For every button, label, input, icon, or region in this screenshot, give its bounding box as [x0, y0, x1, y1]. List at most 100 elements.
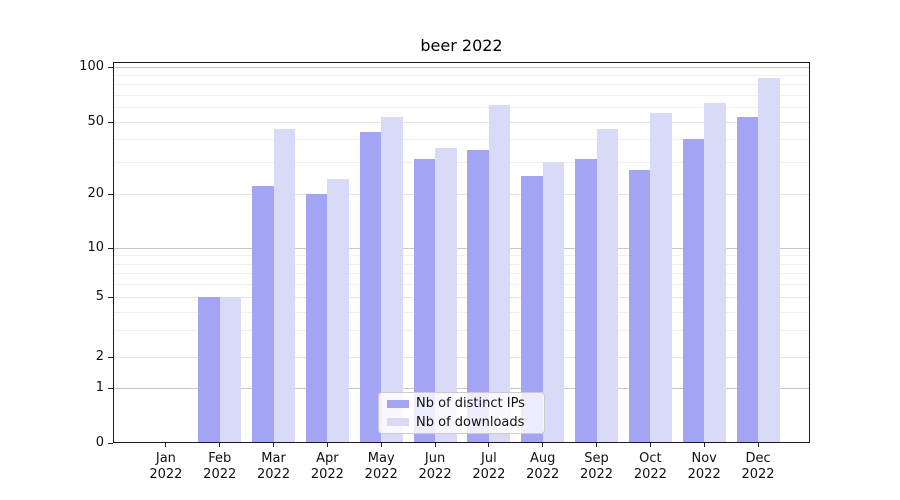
bar-distinct-ips-feb [198, 297, 220, 443]
y-tick-mark-5 [108, 297, 113, 298]
x-tick-mark-jan [165, 443, 167, 447]
x-tick-year-feb: 2022 [203, 466, 237, 482]
bar-downloads-may [381, 117, 403, 443]
x-tick-mark-dec [757, 443, 759, 447]
legend-label-downloads: Nb of downloads [416, 414, 525, 430]
minor-gridline-9 [113, 255, 810, 257]
bar-downloads-jun [435, 147, 457, 443]
x-tick-year-dec: 2022 [741, 466, 775, 482]
x-tick-mark-aug [542, 443, 544, 447]
y-tick-label-10: 10 [87, 240, 104, 255]
y-tick-mark-20 [108, 193, 113, 195]
x-tick-year-mar: 2022 [257, 466, 291, 482]
minor-gridline-30 [113, 161, 810, 163]
major-gridline-2 [113, 357, 810, 358]
minor-gridline-80 [113, 84, 810, 86]
y-tick-label-2: 2 [95, 349, 104, 364]
minor-gridline-60 [113, 107, 810, 109]
y-tick-label-5: 5 [95, 289, 104, 304]
plot-area [113, 62, 810, 443]
y-tick-mark-10 [108, 248, 113, 249]
y-tick-label-50: 50 [87, 114, 104, 129]
minor-gridline-70 [113, 95, 810, 97]
chart-title: beer 2022 [420, 36, 503, 55]
y-tick-mark-100 [108, 66, 113, 68]
x-tick-year-jul: 2022 [472, 466, 506, 482]
y-tick-mark-2 [108, 357, 113, 358]
minor-gridline-40 [113, 139, 810, 141]
bar-downloads-mar [273, 128, 296, 443]
x-tick-label-jun: Jun 2022 [405, 451, 465, 482]
x-tick-label-sep: Sep 2022 [567, 451, 627, 482]
legend-label-distinct-ips: Nb of distinct IPs [416, 396, 525, 412]
x-tick-label-oct: Oct 2022 [620, 451, 680, 482]
x-tick-label-mar: Mar 2022 [244, 451, 304, 482]
bar-distinct-ips-apr [305, 193, 328, 443]
x-tick-label-feb: Feb 2022 [190, 451, 250, 482]
x-tick-mark-nov [703, 443, 705, 447]
bar-distinct-ips-oct [628, 170, 651, 443]
minor-gridline-3 [113, 330, 810, 332]
bar-distinct-ips-jul [467, 149, 489, 443]
minor-gridline-4 [113, 311, 810, 313]
x-tick-label-may: May 2022 [351, 451, 411, 482]
x-tick-mark-apr [326, 443, 328, 447]
x-tick-year-jun: 2022 [418, 466, 452, 482]
y-tick-label-100: 100 [79, 58, 104, 74]
bar-downloads-aug [542, 161, 565, 443]
bar-distinct-ips-dec [736, 117, 759, 443]
minor-gridline-6 [113, 284, 810, 286]
bar-distinct-ips-aug [521, 176, 543, 443]
x-tick-mark-sep [596, 443, 598, 447]
major-gridline-20 [113, 193, 810, 195]
y-tick-label-1: 1 [95, 380, 104, 395]
major-gridline-1 [113, 388, 810, 389]
plot-border [113, 62, 810, 443]
x-tick-label-nov: Nov 2022 [674, 451, 734, 482]
x-tick-label-aug: Aug 2022 [513, 451, 573, 482]
bar-distinct-ips-jun [413, 159, 436, 443]
x-tick-year-jan: 2022 [149, 466, 183, 482]
x-tick-mark-oct [649, 443, 651, 447]
x-tick-year-aug: 2022 [526, 466, 560, 482]
x-tick-label-jul: Jul 2022 [459, 451, 519, 482]
x-tick-mark-mar [273, 443, 275, 447]
minor-gridline-7 [113, 273, 810, 275]
minor-gridline-90 [113, 74, 810, 76]
x-tick-mark-jul [488, 443, 490, 447]
legend-item-distinct-ips: Nb of distinct IPs [387, 396, 538, 412]
bar-downloads-dec [758, 77, 780, 443]
bar-downloads-apr [327, 179, 349, 443]
x-tick-year-may: 2022 [364, 466, 398, 482]
minor-gridline-8 [113, 263, 810, 265]
bar-downloads-jul [488, 104, 511, 443]
x-tick-mark-feb [219, 443, 221, 447]
bar-downloads-feb [219, 297, 242, 443]
y-tick-mark-1 [108, 388, 113, 389]
x-tick-year-oct: 2022 [633, 466, 667, 482]
legend-swatch-downloads [387, 418, 409, 427]
bar-distinct-ips-nov [682, 139, 705, 443]
legend-item-downloads: Nb of downloads [387, 415, 538, 431]
y-tick-mark-50 [108, 122, 113, 123]
bar-distinct-ips-sep [575, 159, 597, 443]
x-tick-year-sep: 2022 [579, 466, 614, 482]
bar-distinct-ips-mar [252, 186, 274, 443]
major-gridline-5 [113, 297, 810, 298]
x-tick-label-jan: Jan 2022 [136, 451, 196, 482]
legend: Nb of distinct IPs Nb of downloads [378, 392, 545, 434]
x-tick-year-nov: 2022 [687, 466, 721, 482]
x-tick-label-dec: Dec 2022 [728, 451, 788, 482]
major-gridline-100 [113, 66, 810, 68]
major-gridline-50 [113, 122, 810, 123]
legend-swatch-distinct-ips [387, 399, 409, 408]
y-tick-label-20: 20 [87, 185, 104, 201]
bar-distinct-ips-may [359, 131, 382, 443]
bar-downloads-sep [596, 128, 619, 443]
major-gridline-10 [113, 248, 810, 249]
y-tick-label-0: 0 [95, 435, 104, 450]
y-tick-mark-0 [108, 443, 113, 444]
x-tick-year-apr: 2022 [310, 466, 344, 482]
x-tick-mark-jun [434, 443, 436, 447]
